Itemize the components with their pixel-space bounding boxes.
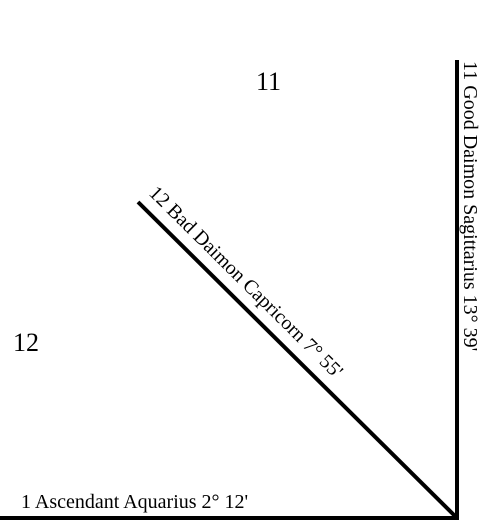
house-11-number: 11 xyxy=(256,67,281,96)
bad-daimon-cusp-label: 12 Bad Daimon Capricorn 7° 55' xyxy=(144,182,347,383)
ascendant-cusp-label: 1 Ascendant Aquarius 2° 12' xyxy=(21,491,248,513)
house-12-number: 12 xyxy=(13,328,39,357)
bad-daimon-cusp-line xyxy=(136,200,459,520)
good-daimon-cusp-label: 11 Good Daimon Sagittarius 13° 39' xyxy=(459,61,481,351)
